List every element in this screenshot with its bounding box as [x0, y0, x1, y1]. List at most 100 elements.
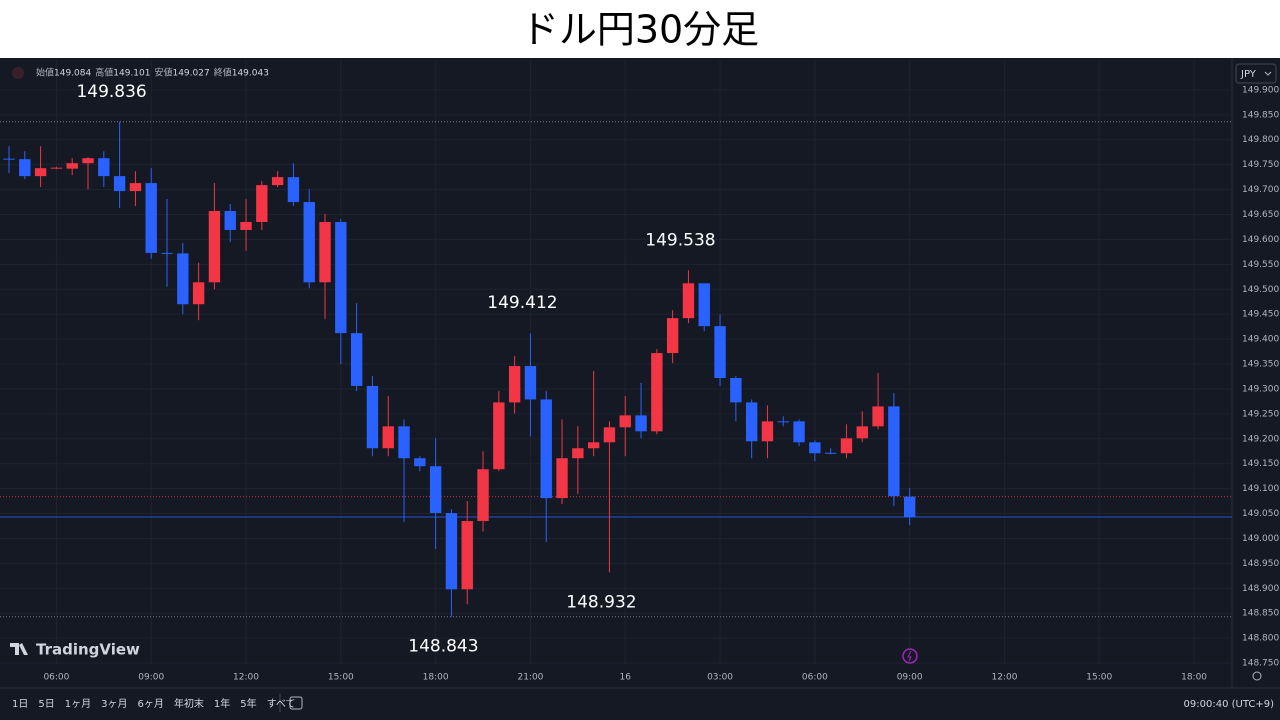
y-tick-label: 149.350	[1242, 360, 1279, 370]
grid	[0, 60, 1232, 665]
candle-body	[224, 211, 236, 230]
x-tick-label: 12:00	[233, 673, 259, 683]
candle-body	[572, 448, 584, 459]
y-tick-label: 149.300	[1242, 384, 1279, 394]
range-button[interactable]: 1年	[214, 697, 230, 710]
y-tick-label: 148.950	[1242, 559, 1279, 569]
candle-body	[382, 426, 394, 449]
range-button[interactable]: 3ヶ月	[101, 698, 127, 710]
candle-body	[3, 158, 15, 160]
candle-body	[477, 469, 489, 522]
range-button[interactable]: 6ヶ月	[138, 698, 164, 710]
candle-body	[556, 458, 568, 499]
y-tick-label: 149.150	[1242, 459, 1279, 469]
y-tick-label: 149.500	[1242, 285, 1279, 295]
candle-body	[177, 253, 189, 305]
y-tick-label: 149.600	[1242, 235, 1279, 245]
candle-body	[651, 353, 663, 432]
candle-body	[192, 282, 205, 305]
candle-body	[587, 442, 600, 449]
x-tick-label: 16	[620, 673, 632, 683]
candle-body	[256, 185, 268, 222]
y-tick-label: 149.750	[1242, 160, 1279, 170]
candle-body	[445, 513, 458, 590]
y-tick-label: 149.450	[1242, 310, 1279, 320]
candle-body	[903, 496, 916, 518]
y-tick-label: 149.200	[1242, 434, 1279, 444]
alert-icon[interactable]	[902, 648, 918, 664]
candle-body	[66, 163, 78, 169]
y-tick-label: 149.900	[1242, 85, 1279, 95]
candle-body	[208, 211, 221, 283]
x-tick-label: 06:00	[802, 673, 828, 683]
page-title: ドル円30分足	[521, 8, 759, 52]
currency-box[interactable]	[1235, 63, 1277, 84]
ohlc-value: 149.027	[172, 69, 209, 79]
y-tick-label: 149.100	[1242, 484, 1279, 494]
x-tick-label: 03:00	[707, 673, 733, 683]
candle-body	[366, 385, 379, 449]
candle-body	[540, 399, 552, 499]
candle-body	[335, 221, 347, 334]
ohlc-label: 始値	[36, 67, 54, 79]
symbol-icon	[12, 67, 24, 79]
y-tick-label: 149.850	[1242, 110, 1279, 120]
x-tick-label: 09:00	[138, 673, 164, 683]
annotation: 149.836	[76, 82, 146, 102]
candle-body	[34, 168, 47, 177]
candle-body	[619, 415, 631, 428]
title-band	[0, 0, 1280, 58]
candle-body	[240, 221, 252, 230]
x-tick-label: 09:00	[897, 673, 923, 683]
range-button[interactable]: 1日	[12, 699, 28, 710]
range-button[interactable]: 5日	[38, 699, 54, 710]
candle-body	[429, 466, 442, 514]
candle-body	[82, 158, 94, 164]
candle-body	[809, 442, 821, 454]
y-tick-label: 148.900	[1242, 584, 1279, 594]
ohlc-label: 終値	[214, 67, 232, 79]
candle-body	[161, 252, 173, 254]
candle-body	[303, 202, 315, 283]
x-tick-label: 06:00	[43, 673, 69, 683]
date-range-icon[interactable]	[289, 696, 303, 710]
range-button[interactable]: 1ヶ月	[65, 698, 91, 710]
candle-body	[666, 318, 679, 354]
candle-body	[50, 167, 63, 169]
x-tick-label: 18:00	[1181, 673, 1207, 683]
currency-caret	[1264, 71, 1272, 76]
candle-body	[271, 177, 284, 186]
candle-body	[398, 426, 410, 459]
candle-body	[287, 177, 300, 203]
x-tick-label: 21:00	[517, 673, 543, 683]
y-tick-label: 149.550	[1242, 260, 1279, 270]
range-button[interactable]: 5年	[240, 697, 256, 710]
y-tick-label: 148.800	[1242, 634, 1279, 644]
candle-body	[635, 415, 647, 432]
settings-icon[interactable]	[1252, 671, 1262, 681]
candle-body	[524, 366, 537, 400]
range-button[interactable]: 年初末	[174, 697, 204, 710]
candle-body	[698, 283, 710, 327]
candle-body	[682, 283, 695, 319]
candle-body	[777, 421, 789, 423]
logo-icon	[10, 643, 28, 655]
y-tick-label: 149.650	[1242, 210, 1279, 220]
candle-body	[856, 426, 868, 439]
ui: JPY TradingView 09:00:40 (UTC+9) 148.750…	[10, 63, 1279, 712]
y-tick-label: 149.700	[1242, 185, 1279, 195]
ohlc-value: 149.043	[232, 69, 269, 79]
candle-body	[319, 221, 331, 283]
candle-body	[714, 326, 726, 378]
candle-body	[824, 452, 837, 454]
candle-body	[840, 438, 853, 454]
annotation: 149.412	[487, 293, 557, 313]
y-tick-label: 149.800	[1242, 135, 1279, 145]
logo: TradingView	[36, 641, 140, 659]
candle-body	[888, 406, 900, 497]
candle-body	[19, 159, 31, 177]
currency[interactable]: JPY	[1240, 69, 1257, 80]
range-button[interactable]: すべて	[267, 698, 296, 710]
annotation: 148.932	[566, 592, 636, 612]
